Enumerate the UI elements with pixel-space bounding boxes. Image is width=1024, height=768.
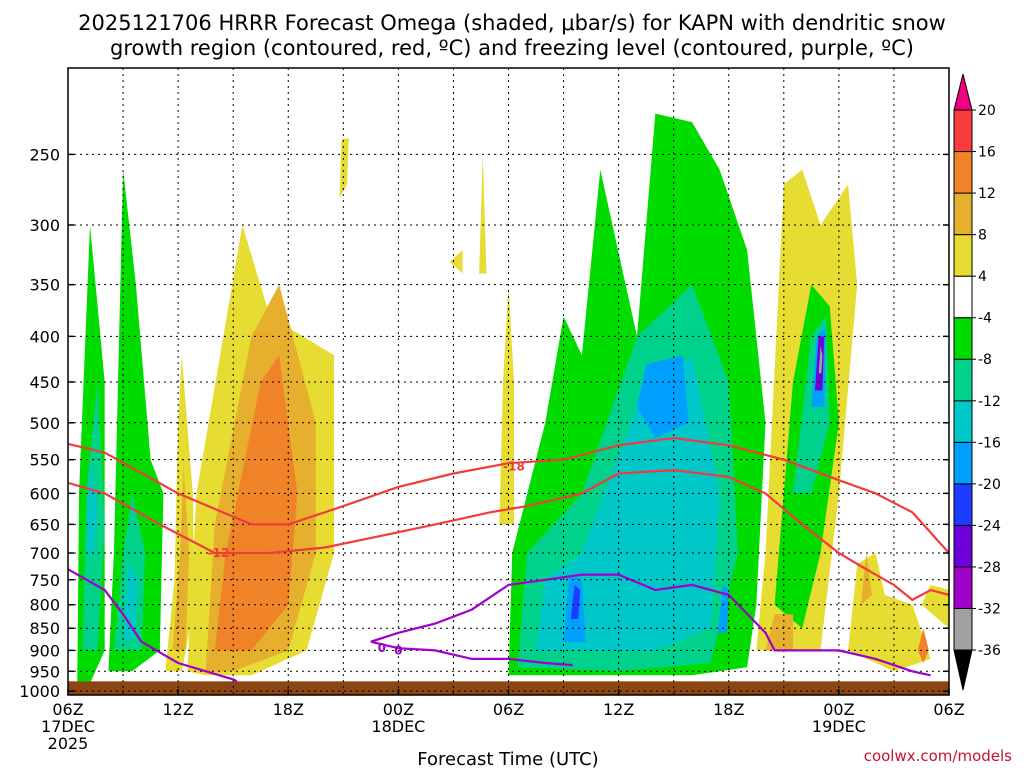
y-tick-label: 700 — [29, 544, 60, 563]
colorbar-label: 16 — [978, 145, 996, 161]
omega-region-18 — [637, 355, 689, 438]
omega-region-10 — [214, 355, 298, 651]
contour-label--12: -12 — [208, 546, 230, 560]
x-tick-date: 17DEC — [41, 717, 95, 736]
colorbar-bin — [953, 151, 973, 194]
y-tick-label: 550 — [29, 451, 60, 470]
colorbar-bin — [953, 400, 973, 443]
omega-region-30 — [765, 614, 793, 651]
colorbar-label: 8 — [978, 228, 987, 244]
y-tick-label: 800 — [29, 596, 60, 615]
colorbar-label: -24 — [978, 518, 1001, 534]
y-tick-label: 650 — [29, 515, 60, 534]
colorbar-arrow-low — [953, 649, 973, 691]
omega-region-21 — [717, 584, 729, 633]
omega-region-28 — [848, 553, 931, 672]
omega-region-11 — [339, 138, 349, 199]
x-tick-label: 18Z — [273, 700, 304, 719]
x-tick-label: 06Z — [493, 700, 524, 719]
y-tick-label: 250 — [29, 145, 60, 164]
colorbar-arrow-high — [953, 73, 973, 111]
colorbar-label: 4 — [978, 269, 987, 285]
chart-title-line2: growth region (contoured, red, ºC) and f… — [110, 36, 914, 60]
x-tick-year: 2025 — [48, 734, 89, 753]
colorbar-label: -8 — [978, 352, 992, 368]
colorbar-label: -4 — [978, 311, 992, 327]
omega-region-27 — [818, 345, 823, 374]
colorbar-bin — [953, 607, 973, 651]
omega-region-12 — [449, 250, 463, 274]
contour--12 — [68, 468, 949, 602]
y-axis: 250 300 350 400 450 500 550 600 650 700 750 800 850 9… — [19, 145, 949, 701]
x-tick-label: 18Z — [713, 700, 744, 719]
y-tick-label: 600 — [29, 484, 60, 503]
y-tick-label: 350 — [29, 276, 60, 295]
contour-label--18: -18 — [503, 460, 525, 474]
omega-region-13 — [479, 154, 487, 274]
temperature-contours: -18 -12 00 — [68, 436, 949, 683]
colorbar: 20 16 12 8 4 -4 -8 -12 -16 -20 -24 -28 -32 -36 — [953, 73, 1001, 691]
y-tick-label: 400 — [29, 327, 60, 346]
x-tick-label: 06Z — [933, 700, 964, 719]
colorbar-label: 12 — [978, 186, 996, 202]
omega-region-31 — [917, 628, 929, 663]
omega-region-29 — [860, 553, 872, 605]
colorbar-label: -20 — [978, 477, 1001, 493]
x-tick-label: 00Z — [823, 700, 854, 719]
colorbar-label: -32 — [978, 601, 1001, 617]
colorbar-label: -36 — [978, 643, 1001, 659]
chart-title-line1: 2025121706 HRRR Forecast Omega (shaded, … — [78, 11, 946, 35]
omega-region-2 — [86, 459, 98, 553]
contour-0-b — [370, 573, 931, 677]
colorbar-bin — [953, 275, 973, 319]
y-tick-label: 850 — [29, 619, 60, 638]
contour-0-c — [370, 640, 573, 667]
omega-region-14 — [499, 284, 514, 525]
colorbar-bin — [953, 483, 973, 526]
omega-region-5 — [123, 564, 138, 642]
contour-label-0-c: 0 — [378, 641, 386, 655]
omega-region-3 — [108, 169, 164, 672]
colorbar-bin — [953, 109, 973, 153]
y-tick-label: 1000 — [19, 682, 60, 701]
x-axis-label: Forecast Time (UTC) — [417, 749, 598, 768]
x-tick-label: 12Z — [162, 700, 193, 719]
colorbar-label: -16 — [978, 435, 1001, 451]
contour--18 — [68, 436, 949, 554]
x-tick-label: 12Z — [603, 700, 634, 719]
y-tick-label: 750 — [29, 571, 60, 590]
colorbar-bin — [953, 524, 973, 568]
y-tick-label: 500 — [29, 414, 60, 433]
colorbar-label: -28 — [978, 560, 1001, 576]
colorbar-bin — [953, 317, 973, 360]
x-tick-date: 19DEC — [812, 717, 866, 736]
colorbar-label: 20 — [978, 103, 996, 119]
y-tick-label: 450 — [29, 373, 60, 392]
y-tick-label: 900 — [29, 641, 60, 660]
y-tick-label: 950 — [29, 662, 60, 681]
colorbar-bin — [953, 441, 973, 485]
x-tick-date: 18DEC — [371, 717, 425, 736]
contour-label-0: 0 — [394, 643, 402, 657]
colorbar-bin — [953, 234, 973, 277]
x-tick-label: 00Z — [383, 700, 414, 719]
colorbar-bin — [953, 566, 973, 609]
colorbar-bin — [953, 358, 973, 402]
colorbar-bin — [953, 192, 973, 236]
contour-0 — [68, 567, 238, 683]
colorbar-label: -12 — [978, 394, 1001, 410]
credit-link[interactable]: coolwx.com/models — [864, 747, 1012, 765]
omega-region-20 — [570, 584, 581, 619]
omega-region-32 — [921, 584, 949, 629]
y-tick-label: 300 — [29, 216, 60, 235]
x-tick-label: 06Z — [52, 700, 83, 719]
